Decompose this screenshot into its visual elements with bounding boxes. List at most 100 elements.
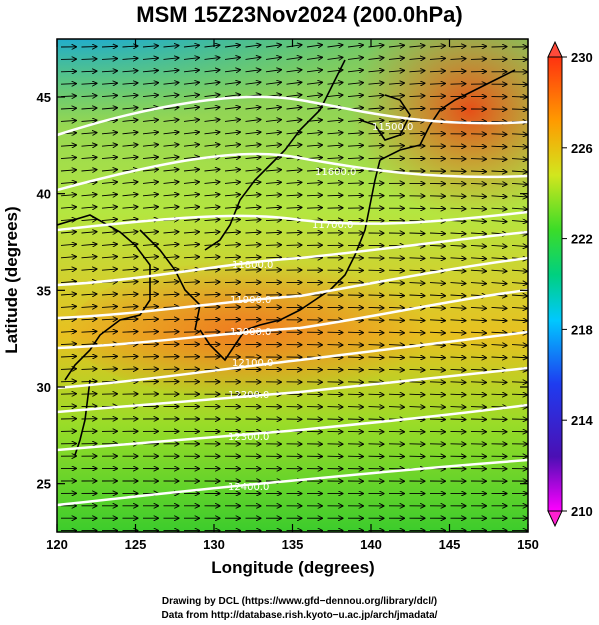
wind-arrow <box>81 59 97 60</box>
wind-arrow <box>265 195 281 196</box>
wind-arrow <box>142 169 158 171</box>
wind-arrow <box>327 158 343 159</box>
wind-arrow <box>491 146 507 147</box>
wind-arrow <box>183 157 199 159</box>
wind-arrow <box>60 195 76 196</box>
wind-arrow <box>101 145 117 146</box>
wind-arrow <box>60 319 76 320</box>
wind-arrow <box>122 219 138 220</box>
wind-arrow <box>265 157 281 158</box>
wind-arrow <box>347 357 363 358</box>
wind-arrow <box>101 132 117 133</box>
wind-arrow <box>409 233 425 234</box>
x-tick-label: 145 <box>439 537 461 552</box>
wind-arrow <box>224 232 240 233</box>
wind-arrow <box>142 95 158 97</box>
wind-arrow <box>491 183 507 184</box>
wind-arrow <box>163 282 179 283</box>
wind-arrow <box>204 232 220 233</box>
wind-arrow <box>224 270 240 271</box>
wind-arrow <box>388 283 404 284</box>
wind-arrow <box>183 257 199 258</box>
wind-arrow <box>327 95 343 97</box>
wind-arrow <box>224 107 240 109</box>
contour-label: 11500.0 <box>372 122 413 133</box>
wind-arrow <box>60 356 76 357</box>
wind-arrow <box>286 82 302 84</box>
wind-arrow <box>429 295 445 296</box>
wind-arrow <box>286 182 302 183</box>
wind-arrow <box>265 107 281 109</box>
wind-arrow <box>60 269 76 270</box>
wind-arrow <box>327 195 343 196</box>
wind-arrow <box>450 233 466 234</box>
wind-arrow <box>81 194 97 195</box>
wind-arrow <box>224 257 240 258</box>
wind-arrow <box>163 207 179 208</box>
wind-arrow <box>224 157 240 159</box>
wind-arrow <box>60 244 76 245</box>
wind-arrow <box>450 345 466 346</box>
contour-label: 12000.0 <box>230 327 271 338</box>
wind-arrow <box>450 357 466 358</box>
wind-arrow <box>491 345 507 346</box>
wind-arrow <box>368 295 384 296</box>
wind-arrow <box>81 244 97 245</box>
wind-arrow <box>122 257 138 258</box>
credit-data: Data from http://database.rish.kyoto−u.a… <box>161 610 438 621</box>
wind-arrow <box>429 46 445 47</box>
wind-arrow <box>347 382 363 383</box>
wind-arrow <box>450 258 466 259</box>
contour-12200 <box>57 366 528 414</box>
wind-arrow <box>511 159 527 160</box>
wind-arrow <box>60 207 76 208</box>
wind-arrow <box>388 133 404 134</box>
wind-arrow <box>142 319 158 320</box>
wind-arrow <box>470 59 486 60</box>
wind-arrow <box>388 307 404 308</box>
wind-arrow <box>368 320 384 321</box>
wind-arrow <box>368 407 384 408</box>
wind-arrow <box>470 46 486 47</box>
x-axis-label: Longitude (degrees) <box>211 558 375 577</box>
wind-arrow <box>81 381 97 382</box>
contour-12400 <box>57 458 528 507</box>
wind-arrow <box>470 307 486 308</box>
wind-arrow <box>183 244 199 245</box>
wind-arrow <box>245 270 261 271</box>
wind-arrow <box>204 182 220 183</box>
wind-arrow <box>81 257 97 258</box>
wind-arrow <box>286 170 302 171</box>
wind-arrow <box>450 46 466 47</box>
x-tick-label: 120 <box>46 537 68 552</box>
wind-arrow <box>122 58 138 59</box>
contour-11800 <box>57 230 528 287</box>
wind-arrow <box>245 132 261 134</box>
wind-arrow <box>491 307 507 308</box>
wind-arrow <box>429 71 445 72</box>
wind-arrow <box>470 382 486 383</box>
wind-arrow <box>245 70 261 72</box>
wind-arrow <box>491 221 507 222</box>
wind-arrow <box>142 257 158 258</box>
wind-arrow <box>470 332 486 333</box>
wind-arrow <box>327 133 343 134</box>
wind-arrow <box>224 45 240 47</box>
wind-arrow <box>429 419 445 420</box>
wind-arrow <box>368 158 384 159</box>
wind-arrow <box>450 245 466 246</box>
contour-label: 12200.0 <box>228 390 269 401</box>
wind-arrow <box>409 283 425 284</box>
wind-arrow <box>265 70 281 72</box>
wind-arrow <box>470 369 486 370</box>
wind-arrow <box>60 219 76 220</box>
wind-arrow <box>450 369 466 370</box>
wind-arrow <box>511 270 527 271</box>
colorbar-tick-label: 222 <box>571 232 593 247</box>
wind-arrow <box>347 394 363 395</box>
wind-arrow <box>101 269 117 270</box>
wind-arrow <box>347 145 363 146</box>
x-tick-label: 140 <box>360 537 382 552</box>
wind-arrow <box>286 145 302 146</box>
wind-arrow <box>286 120 302 122</box>
